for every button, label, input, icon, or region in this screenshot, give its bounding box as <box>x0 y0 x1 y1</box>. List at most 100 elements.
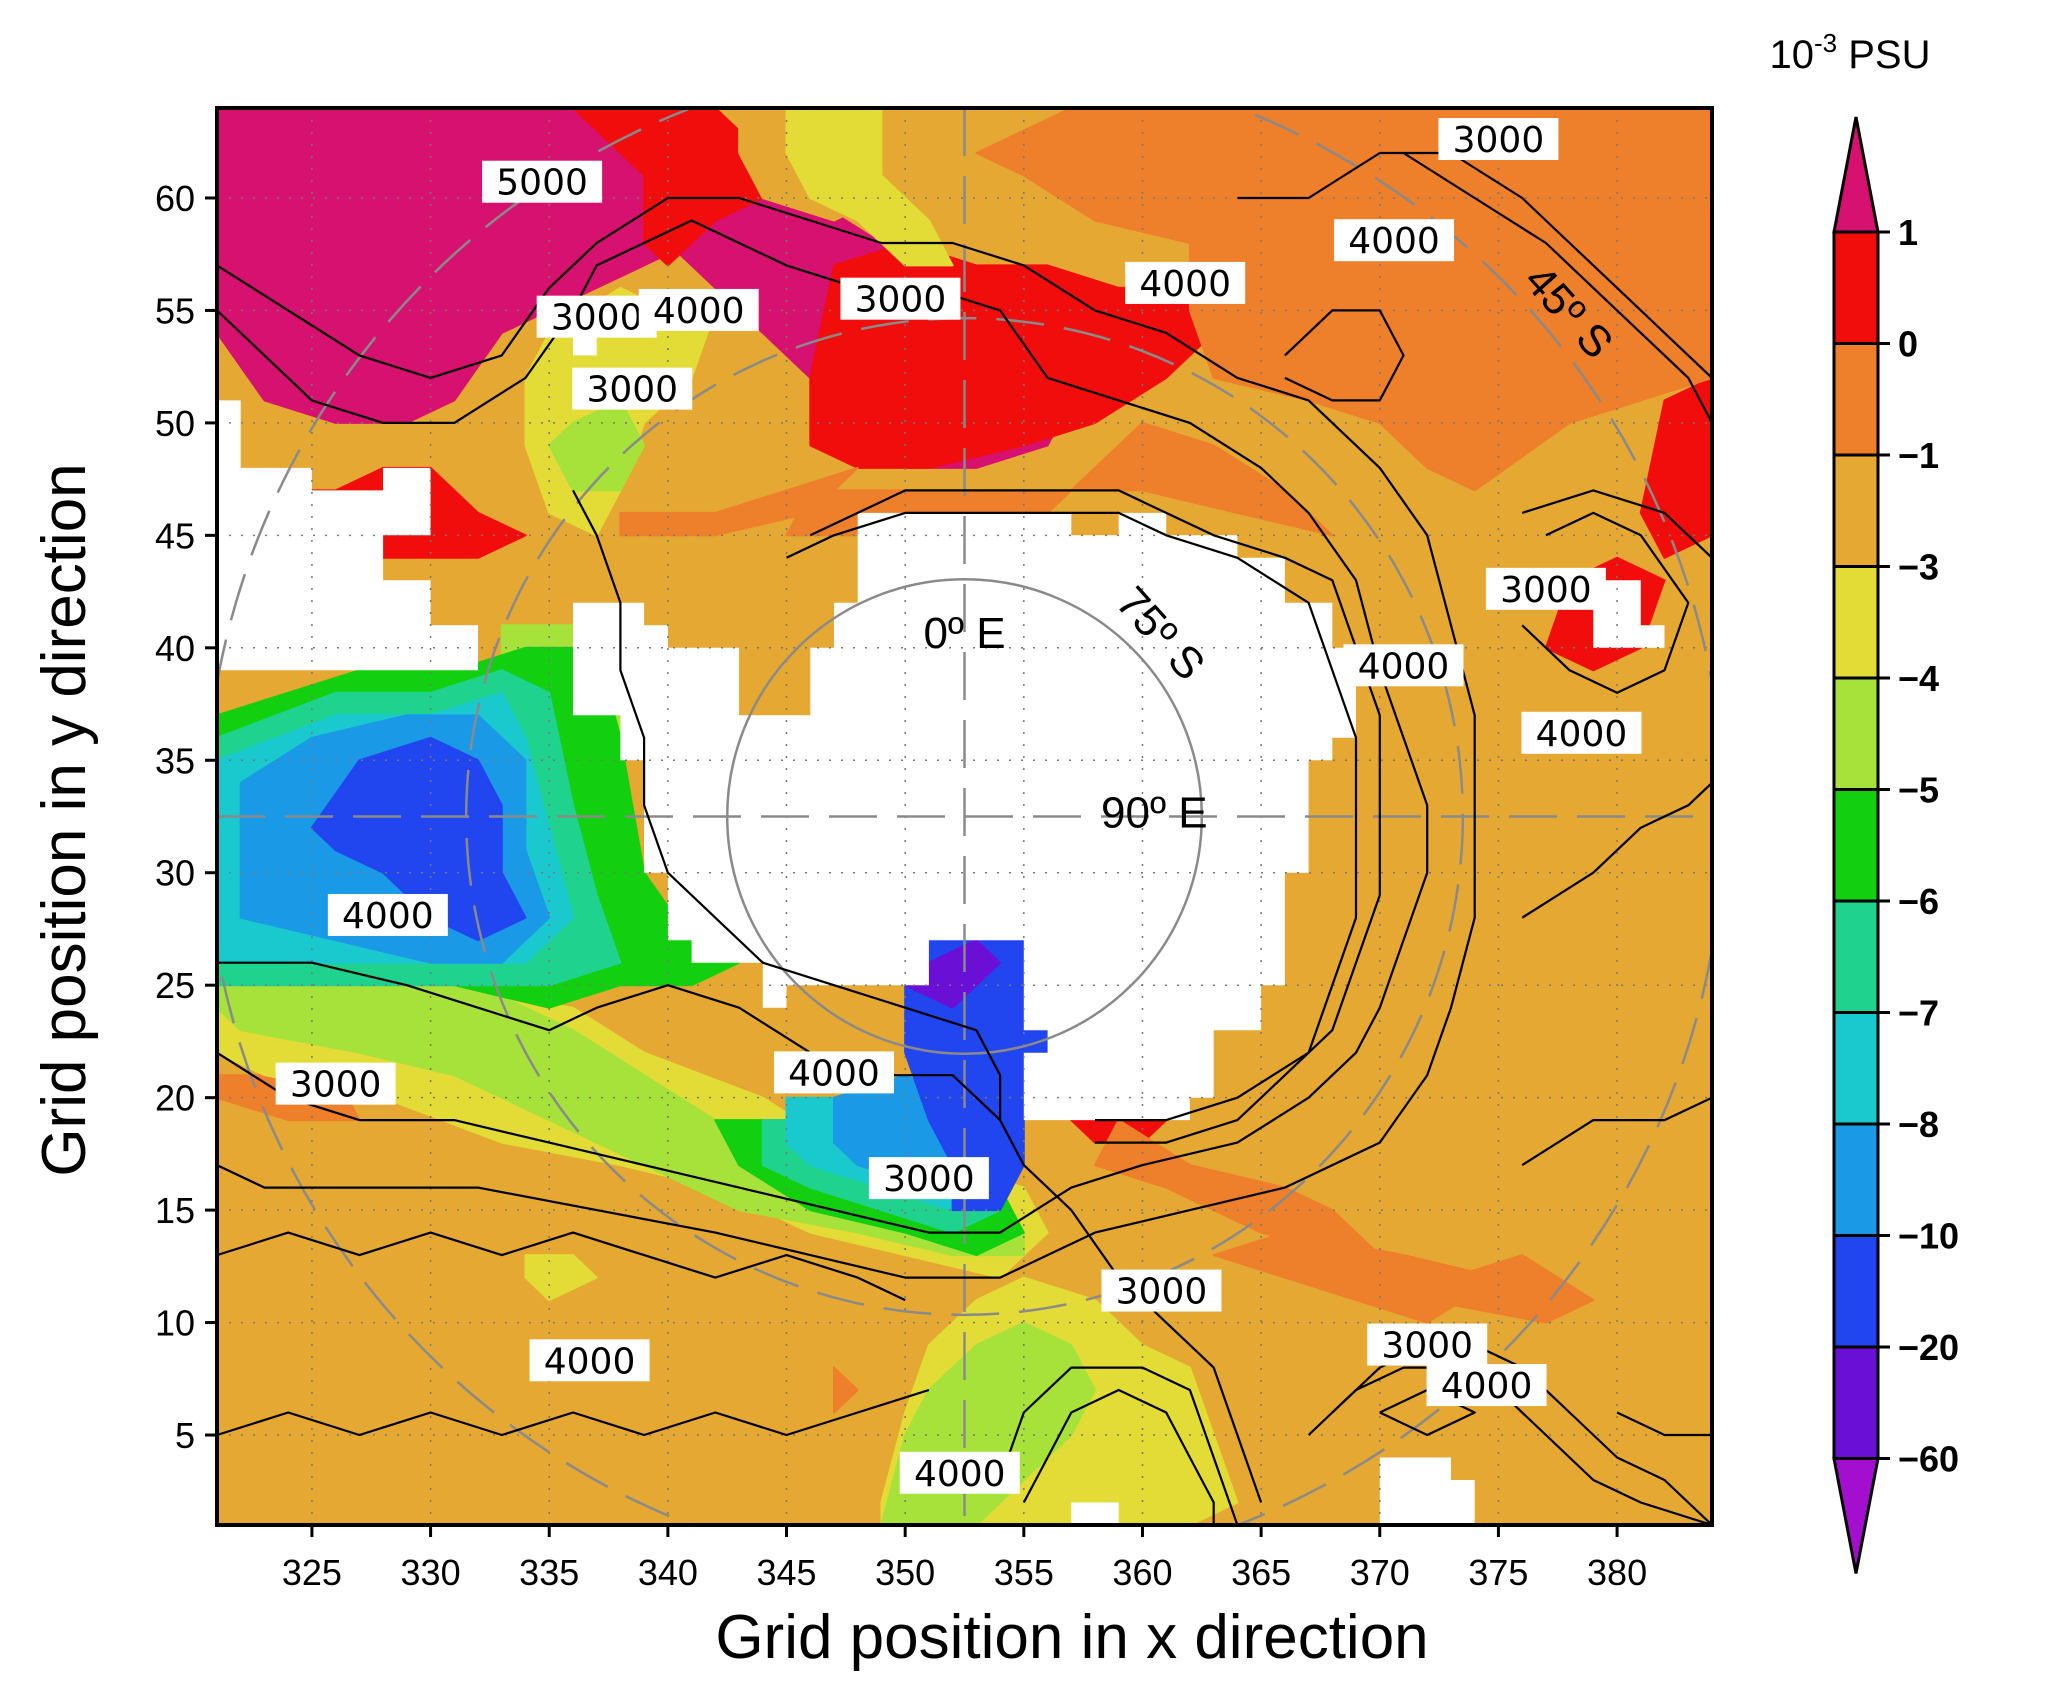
contour-label-box <box>1367 1323 1488 1366</box>
colorbar-box <box>1832 1011 1880 1126</box>
contour-label: 4000 <box>1125 261 1246 305</box>
contour-label-text: 4000 <box>788 1053 880 1094</box>
depth-contour <box>1022 1388 1215 1525</box>
colorbar-label: −10 <box>1898 1216 1959 1257</box>
contour-label-box <box>840 277 961 320</box>
salinity-region <box>524 1254 598 1302</box>
colorbar-unit-exponent: -3 <box>1814 28 1837 58</box>
contour-label-text: 3000 <box>1500 570 1592 611</box>
contour-label: 5000 <box>482 160 603 204</box>
contour-label-text: 3000 <box>1116 1272 1208 1313</box>
y-tick-label: 35 <box>155 740 195 781</box>
contour-label-box <box>572 367 693 410</box>
depth-contour <box>1402 152 1712 424</box>
colorbar: 10−1−3−4−5−6−7−8−10−20−60 10-3 PSU <box>1770 28 1959 1574</box>
contour-label: 3000 <box>868 1157 989 1200</box>
colorbar-label: −20 <box>1898 1327 1959 1368</box>
land-mask-region <box>1379 1457 1475 1525</box>
land-mask-region <box>1071 1502 1119 1525</box>
contour-label-text: 4000 <box>342 896 434 937</box>
contour-label-box <box>1438 117 1559 160</box>
x-tick-label: 345 <box>756 1552 816 1593</box>
contour-label: 4000 <box>529 1339 650 1382</box>
contour-label: 4000 <box>1343 644 1464 687</box>
colorbar-box <box>1832 453 1880 568</box>
depth-contour <box>786 511 1358 1122</box>
salinity-region <box>1094 1119 1595 1324</box>
colorbar-box <box>1832 565 1880 680</box>
depth-contour <box>1521 511 1690 694</box>
contour-label: 3000 <box>1485 567 1606 611</box>
contour-label: 4000 <box>1334 219 1455 262</box>
depth-contour <box>1237 151 1712 379</box>
colorbar-label: −8 <box>1898 1104 1939 1145</box>
colorbar-label: 0 <box>1898 324 1918 365</box>
y-tick-label: 55 <box>155 290 195 331</box>
contour-label-box <box>327 893 448 936</box>
colorbar-box <box>1832 342 1880 457</box>
colorbar-box <box>1832 1234 1880 1349</box>
x-tick-label: 355 <box>994 1552 1054 1593</box>
colorbar-label: −6 <box>1898 881 1939 922</box>
depth-contour <box>217 219 1429 1234</box>
contour-label: 4000 <box>327 893 448 937</box>
x-tick-label: 365 <box>1231 1552 1291 1593</box>
colorbar-upper-triangle <box>1832 116 1880 234</box>
colorbar-unit: 10-3 PSU <box>1770 28 1931 77</box>
contour-label: 3000 <box>536 295 657 339</box>
salinity-region <box>1212 1231 1500 1324</box>
depth-contour <box>1616 1411 1712 1437</box>
depth-contour <box>217 196 1476 1279</box>
x-tick-label: 325 <box>282 1552 342 1593</box>
contour-label-text: 3000 <box>883 1159 975 1200</box>
contour-label: 4000 <box>1521 711 1642 755</box>
plot-frame <box>215 106 1714 1527</box>
y-tick-label: 45 <box>155 515 195 556</box>
contour-label: 4000 <box>638 288 759 332</box>
polar-grid <box>217 108 1712 1525</box>
x-tick-label: 380 <box>1587 1552 1647 1593</box>
colorbar-box <box>1832 1345 1880 1460</box>
colorbar-box <box>1832 788 1880 903</box>
contour-label: 3000 <box>1367 1323 1488 1367</box>
contour-label-text: 3000 <box>290 1065 382 1106</box>
salinity-region <box>619 466 859 537</box>
contour-label-box <box>1101 1269 1222 1312</box>
map-label: 90º E <box>1101 789 1208 838</box>
contour-label-text: 3000 <box>1381 1326 1473 1367</box>
contour-label-box <box>868 1157 989 1200</box>
contour-label: 3000 <box>275 1062 396 1106</box>
x-tick-label: 335 <box>519 1552 579 1593</box>
contour-label: 4000 <box>899 1451 1020 1495</box>
depth-contour <box>809 489 1381 1144</box>
contour-label-text: 4000 <box>1139 264 1231 305</box>
x-axis: 325 330 335 340 345 350 355 360 365 370 375 380 <box>282 1525 1647 1593</box>
contour-label: 3000 <box>572 367 693 411</box>
colorbar-box <box>1832 1122 1880 1237</box>
x-tick-label: 350 <box>875 1552 935 1593</box>
depth-contour <box>1521 1096 1712 1167</box>
contour-label-box <box>1125 261 1246 304</box>
contour-label-box <box>773 1051 894 1094</box>
contour-label-box <box>899 1451 1020 1494</box>
contour-label-box <box>275 1062 396 1105</box>
colorbar-labels: 1 0 −1 −3 −4 −5 −6 −7 −8 −10 −20 −60 <box>1878 212 1959 1480</box>
contour-label-text: 4000 <box>1358 646 1450 687</box>
y-axis: 5 10 15 20 25 30 35 40 45 50 55 60 <box>155 178 217 1456</box>
y-tick-label: 25 <box>155 965 195 1006</box>
contour-label-text: 5000 <box>496 163 588 204</box>
x-tick-label: 370 <box>1350 1552 1410 1593</box>
contour-label-text: 4000 <box>1441 1366 1533 1407</box>
contour-label-text: 4000 <box>1536 714 1628 755</box>
x-tick-label: 340 <box>638 1552 698 1593</box>
contour-label-text: 3000 <box>1453 120 1545 161</box>
x-axis-title: Grid position in x direction <box>715 1603 1428 1672</box>
y-tick-label: 10 <box>155 1303 195 1344</box>
contour-label-text: 4000 <box>653 291 745 332</box>
colorbar-unit-base: 10 <box>1770 33 1815 77</box>
contour-label-box <box>482 160 603 203</box>
y-tick-label: 40 <box>155 628 195 669</box>
